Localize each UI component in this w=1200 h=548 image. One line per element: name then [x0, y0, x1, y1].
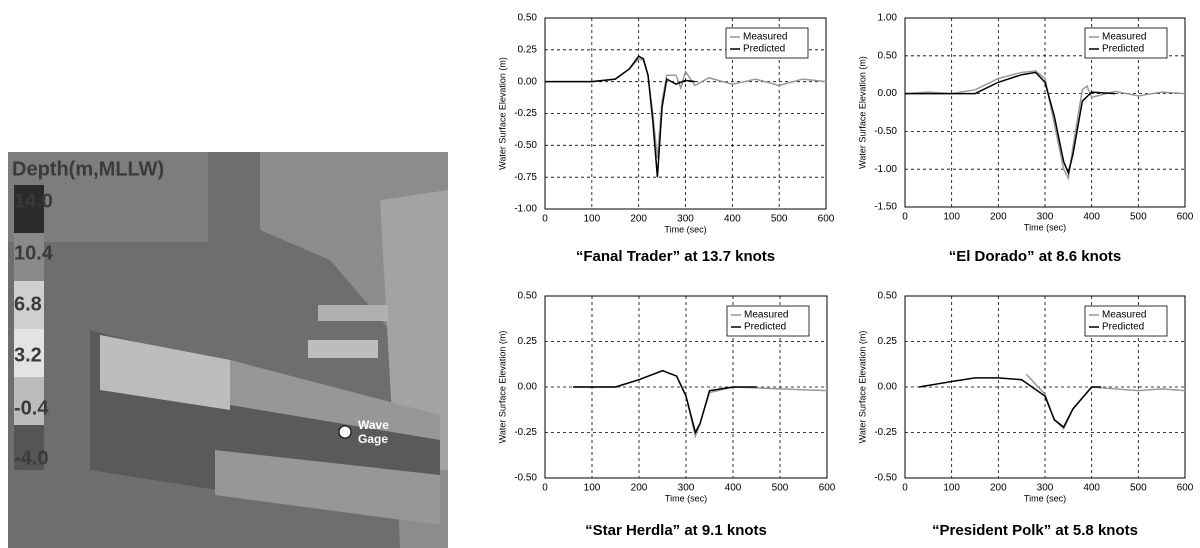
y-tick-label: 0.50	[878, 50, 898, 61]
y-tick-label: 0.50	[518, 291, 538, 302]
y-tick-label: 0.50	[518, 13, 538, 24]
x-tick-label: 0	[902, 212, 908, 223]
legend-box	[726, 305, 810, 337]
map-legend-title: Depth(m,MLLW)	[12, 158, 164, 180]
x-tick-label: 400	[725, 483, 742, 494]
series-line	[545, 55, 695, 178]
legend-box	[725, 27, 809, 59]
series-line	[1025, 373, 1186, 431]
x-tick-label: 100	[943, 483, 960, 494]
x-tick-label: 200	[630, 214, 647, 225]
x-tick-label: 0	[902, 483, 908, 494]
x-tick-label: 200	[990, 483, 1007, 494]
x-tick-label: 100	[583, 214, 600, 225]
y-axis-label: Water Surface Elevation (m)	[497, 57, 507, 170]
x-tick-label: 600	[1177, 483, 1194, 494]
wave-gage-marker	[338, 425, 352, 439]
x-tick-label: 100	[943, 212, 960, 223]
legend-label: Measured	[744, 310, 788, 321]
legend-box	[1084, 305, 1168, 337]
x-tick-label: 100	[584, 483, 601, 494]
plot-frame	[544, 295, 828, 479]
plot-frame	[544, 17, 827, 210]
map-legend-label: 14.0	[14, 190, 53, 212]
map-legend-label: 6.8	[14, 293, 42, 315]
x-axis-label: Time (sec)	[665, 493, 707, 503]
x-tick-label: 500	[772, 483, 789, 494]
y-tick-label: 0.25	[878, 336, 898, 347]
legend-label: Measured	[1102, 32, 1146, 43]
y-tick-label: 0.50	[878, 291, 898, 302]
y-tick-label: -0.50	[874, 473, 897, 484]
y-tick-label: 0.25	[518, 336, 538, 347]
legend-label: Measured	[743, 32, 787, 43]
map-legend-label: -4.0	[14, 447, 48, 469]
x-tick-label: 0	[542, 483, 548, 494]
x-tick-label: 300	[1037, 483, 1054, 494]
map: Depth(m,MLLW) 14.0 10.4 6.8 3.2 -0.4 -4.…	[8, 152, 448, 548]
plot-frame	[904, 295, 1186, 479]
wave-gage-label: Gage	[358, 432, 388, 446]
x-tick-label: 300	[677, 214, 694, 225]
wave-gage-label: Wave	[358, 418, 389, 432]
y-tick-label: 0.00	[878, 88, 898, 99]
legend-label: Predicted	[1102, 44, 1144, 55]
legend-label: Measured	[1102, 310, 1146, 321]
plot-frame	[904, 17, 1186, 208]
y-tick-label: 0.25	[518, 44, 538, 55]
x-tick-label: 400	[724, 214, 741, 225]
x-tick-label: 0	[542, 214, 548, 225]
legend-label: Predicted	[744, 322, 786, 333]
legend-label: Predicted	[1102, 322, 1144, 333]
x-axis-label: Time (sec)	[664, 224, 706, 234]
x-tick-label: 500	[1130, 483, 1147, 494]
y-tick-label: -1.00	[874, 164, 897, 175]
series-line	[573, 369, 757, 435]
map-legend-label: 3.2	[14, 344, 42, 366]
y-axis-label: Water Surface Elevation (m)	[857, 331, 867, 444]
x-axis-label: Time (sec)	[1024, 222, 1066, 232]
x-tick-label: 400	[1083, 483, 1100, 494]
x-tick-label: 200	[631, 483, 648, 494]
x-tick-label: 400	[1083, 212, 1100, 223]
series-line	[905, 71, 1116, 176]
chart-title: “Fanal Trader” at 13.7 knots	[576, 248, 775, 265]
chart-title: “Star Herdla” at 9.1 knots	[585, 522, 767, 539]
series-line	[918, 377, 1101, 429]
y-tick-label: -0.25	[514, 108, 537, 119]
chart-title: “President Polk” at 5.8 knots	[932, 522, 1138, 539]
y-tick-label: 0.00	[878, 382, 898, 393]
y-tick-label: -0.75	[514, 172, 537, 183]
y-tick-label: 0.00	[518, 76, 538, 87]
map-legend-label: -0.4	[14, 397, 49, 419]
x-tick-label: 600	[819, 483, 836, 494]
y-tick-label: -1.50	[874, 202, 897, 213]
series-line	[904, 70, 1186, 181]
y-axis-label: Water Surface Elevation (m)	[497, 331, 507, 444]
y-axis-label: Water Surface Elevation (m)	[857, 56, 867, 169]
x-tick-label: 300	[678, 483, 695, 494]
y-tick-label: -0.25	[514, 427, 537, 438]
map-legend-label: 10.4	[14, 242, 54, 264]
x-tick-label: 600	[1177, 212, 1194, 223]
legend-box	[1084, 27, 1168, 59]
x-tick-label: 500	[1130, 212, 1147, 223]
x-tick-label: 200	[990, 212, 1007, 223]
y-tick-label: 0.00	[518, 382, 538, 393]
y-tick-label: -0.25	[874, 427, 897, 438]
x-tick-label: 500	[771, 214, 788, 225]
legend-label: Predicted	[743, 44, 785, 55]
y-tick-label: -1.00	[514, 204, 537, 215]
x-tick-label: 300	[1037, 212, 1054, 223]
y-tick-label: -0.50	[514, 473, 537, 484]
series-line	[573, 369, 828, 439]
y-tick-label: -0.50	[514, 140, 537, 151]
x-tick-label: 600	[818, 214, 835, 225]
y-tick-label: 1.00	[878, 13, 898, 24]
x-axis-label: Time (sec)	[1024, 493, 1066, 503]
chart-title: “El Dorado” at 8.6 knots	[949, 248, 1122, 265]
y-tick-label: -0.50	[874, 126, 897, 137]
